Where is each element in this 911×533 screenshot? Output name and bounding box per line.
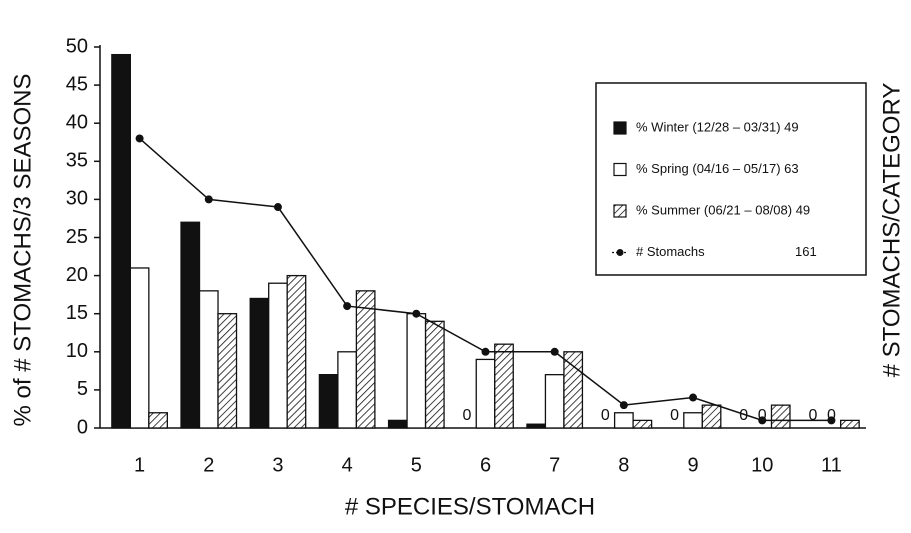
line-point xyxy=(343,302,352,311)
legend-label: % Winter (12/28 – 03/31) 49 xyxy=(636,119,799,134)
legend-swatch xyxy=(613,162,627,177)
bar xyxy=(770,404,791,429)
legend-box xyxy=(595,82,867,276)
y-tick-label: 15 xyxy=(66,302,88,324)
bar xyxy=(526,423,547,429)
x-tick-label: 10 xyxy=(751,454,773,476)
bar xyxy=(129,267,150,429)
x-tick-label: 4 xyxy=(342,454,353,476)
y-axis-label: % of # STOMACHS/3 SEASONS xyxy=(9,73,36,426)
legend-label: # Stomachs xyxy=(636,244,705,259)
legend-swatch xyxy=(613,204,627,218)
x-tick-label: 7 xyxy=(549,454,560,476)
line-point xyxy=(827,416,836,425)
bar xyxy=(701,404,722,429)
bar xyxy=(355,290,376,429)
bar xyxy=(249,297,270,429)
bar xyxy=(840,419,860,429)
line-point xyxy=(550,347,559,356)
y-tick-label: 25 xyxy=(66,226,88,248)
legend-label: % Spring (04/16 – 05/17) 63 xyxy=(636,161,799,176)
line-point xyxy=(689,393,698,402)
line-point xyxy=(758,416,767,425)
bar xyxy=(475,358,496,429)
bar xyxy=(494,343,514,429)
y-tick-label: 50 xyxy=(66,35,88,57)
bar xyxy=(148,412,168,429)
legend-label: % Summer (06/21 – 08/08) 49 xyxy=(636,202,810,217)
line-point xyxy=(204,195,213,204)
bar xyxy=(613,412,634,429)
x-tick-label: 3 xyxy=(272,454,283,476)
x-axis-label: # SPECIES/STOMACH xyxy=(345,493,595,520)
y-tick-label: 35 xyxy=(66,150,88,172)
x-tick-label: 6 xyxy=(480,454,491,476)
y-tick-label: 0 xyxy=(77,416,88,438)
value-label: 0 xyxy=(601,407,610,424)
bar xyxy=(424,320,445,429)
line-point xyxy=(481,347,490,356)
x-tick-label: 5 xyxy=(411,454,422,476)
value-label: 0 xyxy=(670,407,679,424)
bar xyxy=(111,53,131,429)
x-tick-label: 8 xyxy=(618,454,629,476)
legend-swatch xyxy=(616,249,624,256)
bar xyxy=(544,374,565,429)
bar xyxy=(632,419,653,429)
bar xyxy=(406,313,427,429)
bar xyxy=(683,412,703,429)
line-point xyxy=(619,401,628,410)
y-tick-label: 20 xyxy=(66,264,88,286)
value-label: 0 xyxy=(463,407,472,424)
line-point xyxy=(273,203,282,212)
line-point xyxy=(412,309,421,318)
bar xyxy=(563,351,584,429)
legend-total: 161 xyxy=(795,244,817,259)
value-label: 0 xyxy=(758,407,767,424)
bar xyxy=(318,374,339,429)
x-tick-label: 1 xyxy=(134,454,145,476)
bar xyxy=(268,282,288,429)
value-label: 0 xyxy=(808,407,817,424)
y-tick-label: 5 xyxy=(77,378,88,400)
y2-axis-label: # STOMACHS/CATEGORY xyxy=(878,83,905,378)
y-tick-label: 10 xyxy=(66,340,88,362)
line-point xyxy=(135,134,144,143)
value-label: 0 xyxy=(739,407,748,424)
bar xyxy=(198,290,219,429)
bar xyxy=(387,419,408,429)
bar xyxy=(286,274,307,429)
x-tick-label: 11 xyxy=(821,454,842,476)
bar xyxy=(217,313,238,429)
x-tick-label: 2 xyxy=(203,454,214,476)
y-tick-label: 45 xyxy=(66,73,88,95)
y-tick-label: 40 xyxy=(66,111,88,133)
y-tick-label: 30 xyxy=(66,188,88,210)
x-tick-label: 9 xyxy=(687,454,698,476)
legend-swatch xyxy=(613,121,627,135)
bar xyxy=(180,221,201,429)
value-label: 0 xyxy=(827,407,836,424)
bar xyxy=(337,351,358,429)
